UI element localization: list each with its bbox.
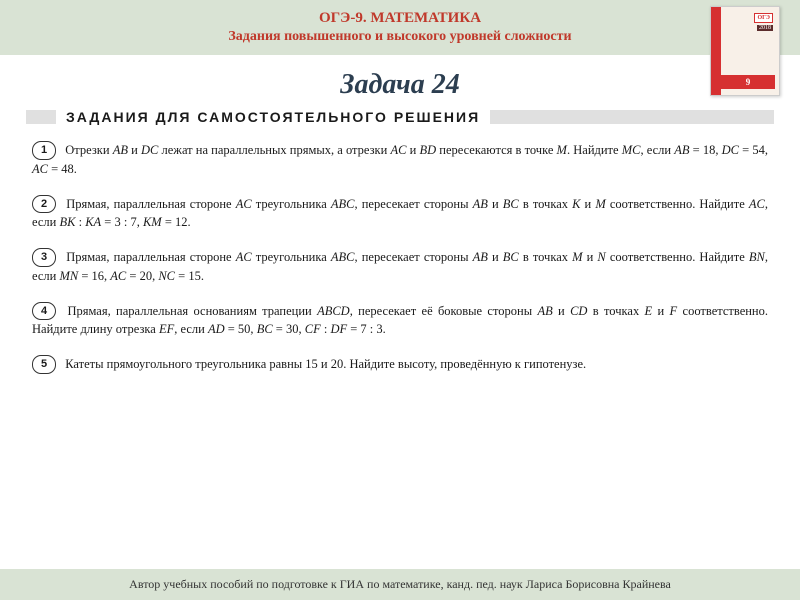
bar-right-segment xyxy=(490,110,774,124)
slide-footer: Автор учебных пособий по подготовке к ГИ… xyxy=(0,569,800,600)
section-heading-bar: ЗАДАНИЯ ДЛЯ САМОСТОЯТЕЛЬНОГО РЕШЕНИЯ xyxy=(26,109,774,125)
problem-item: 3 Прямая, параллельная стороне AC треуго… xyxy=(32,248,768,286)
problem-number: 1 xyxy=(32,141,56,160)
problem-item: 5 Катеты прямоугольного треугольника рав… xyxy=(32,355,768,374)
header-line2: Задания повышенного и высокого уровней с… xyxy=(20,29,780,45)
problem-text: Прямая, параллельная основаниям трапеции… xyxy=(32,304,768,337)
book-grade: 9 xyxy=(721,75,775,89)
problem-item: 1 Отрезки AB и DC лежат на параллельных … xyxy=(32,141,768,179)
section-label: ЗАДАНИЯ ДЛЯ САМОСТОЯТЕЛЬНОГО РЕШЕНИЯ xyxy=(56,109,490,125)
book-year: 2018 xyxy=(757,25,773,31)
problem-text: Катеты прямоугольного треугольника равны… xyxy=(65,357,586,371)
problem-number: 4 xyxy=(32,302,56,321)
book-spine xyxy=(711,7,721,95)
problem-text: Прямая, параллельная стороне AC треуголь… xyxy=(32,197,768,230)
header-line1: ОГЭ-9. МАТЕМАТИКА xyxy=(20,8,780,29)
book-top-area: ОГЭ 2018 xyxy=(721,11,775,37)
problem-number: 2 xyxy=(32,195,56,214)
problem-item: 4 Прямая, параллельная основаниям трапец… xyxy=(32,302,768,340)
problem-item: 2 Прямая, параллельная стороне AC треуго… xyxy=(32,195,768,233)
bar-left-segment xyxy=(26,110,56,124)
problem-text: Отрезки AB и DC лежат на параллельных пр… xyxy=(32,143,768,176)
book-cover-thumbnail: ОГЭ 2018 9 xyxy=(710,6,780,96)
problems-list: 1 Отрезки AB и DC лежат на параллельных … xyxy=(0,141,800,374)
problem-number: 3 xyxy=(32,248,56,267)
problem-text: Прямая, параллельная стороне AC треуголь… xyxy=(32,250,768,283)
problem-number: 5 xyxy=(32,355,56,374)
book-badge: ОГЭ xyxy=(754,13,773,23)
task-number-title: Задача 24 xyxy=(0,69,800,101)
slide-header: ОГЭ-9. МАТЕМАТИКА Задания повышенного и … xyxy=(0,0,800,55)
